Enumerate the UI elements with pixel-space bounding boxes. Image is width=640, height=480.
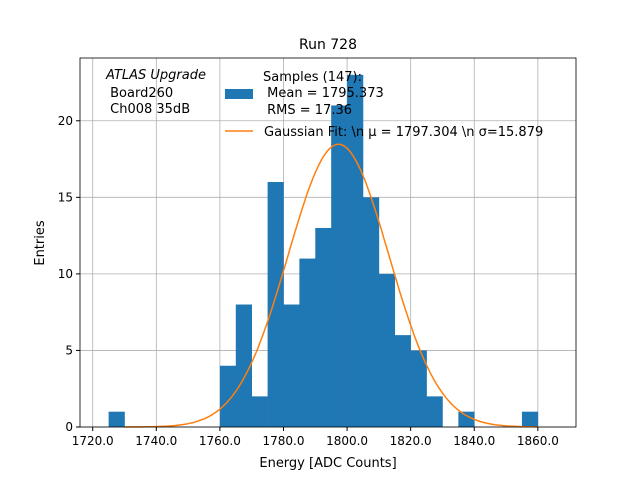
legend: Samples (147): Mean = 1795.373 RMS = 17.… — [225, 70, 543, 140]
x-tick-label: 1820.0 — [390, 434, 432, 448]
histogram-bar — [235, 304, 252, 427]
histogram-bar — [410, 350, 427, 427]
x-tick-label: 1760.0 — [199, 434, 241, 448]
y-tick-label: 10 — [58, 267, 73, 281]
x-tick-label: 1780.0 — [262, 434, 304, 448]
histogram-bar — [347, 74, 364, 428]
gaussian-fit-line — [124, 143, 538, 428]
y-tick-label: 15 — [58, 190, 73, 204]
y-tick-label: 5 — [65, 343, 73, 357]
legend-hist-label: Mean = 1795.373 — [263, 86, 384, 101]
bars — [108, 74, 539, 428]
histogram-bar — [331, 105, 348, 428]
ticks: 1720.0 1740.0 1760.0 1780.0 1800.0 1820.0 1840… — [58, 114, 559, 448]
axes-frame — [79, 57, 577, 428]
histogram-bar — [458, 411, 475, 427]
legend-hist-label: RMS = 17.36 — [263, 103, 352, 118]
histogram-bar — [251, 396, 268, 427]
histogram-bar — [283, 304, 300, 427]
x-tick-label: 1800.0 — [326, 434, 368, 448]
legend-hist-label: Samples (147): — [263, 70, 362, 85]
histogram-bar — [378, 273, 396, 427]
histogram-bar — [108, 411, 125, 427]
annotation: ATLAS Upgrade Board260 Ch008 35dB — [105, 68, 206, 117]
histogram-bar — [426, 396, 443, 427]
histogram-bar — [315, 227, 332, 427]
svg-text:ATLAS Upgrade: ATLAS Upgrade — [105, 68, 206, 83]
annotation-line: ATLAS Upgrade — [105, 68, 206, 83]
x-axis-label: Energy [ADC Counts] — [259, 456, 396, 471]
chart-title: Run 728 — [299, 37, 357, 53]
annotation-line: Ch008 35dB — [106, 102, 190, 117]
x-tick-label: 1860.0 — [517, 434, 559, 448]
legend-hist-swatch — [225, 89, 253, 99]
x-tick-label: 1740.0 — [135, 434, 177, 448]
legend-fit-label: Gaussian Fit: \n μ = 1797.304 \n σ=15.87… — [264, 125, 543, 140]
histogram-bar — [521, 411, 539, 427]
histogram-bar — [267, 182, 284, 427]
y-tick-label: 0 — [65, 420, 73, 434]
histogram-bar — [299, 258, 316, 427]
histogram-bar — [219, 365, 237, 427]
y-tick-label: 20 — [58, 114, 73, 128]
y-axis-label: Entries — [33, 220, 48, 266]
histogram-bar — [362, 197, 380, 427]
annotation-line: Board260 — [106, 86, 173, 101]
histogram-bar — [394, 335, 411, 427]
x-tick-label: 1720.0 — [72, 434, 114, 448]
x-tick-label: 1840.0 — [453, 434, 495, 448]
